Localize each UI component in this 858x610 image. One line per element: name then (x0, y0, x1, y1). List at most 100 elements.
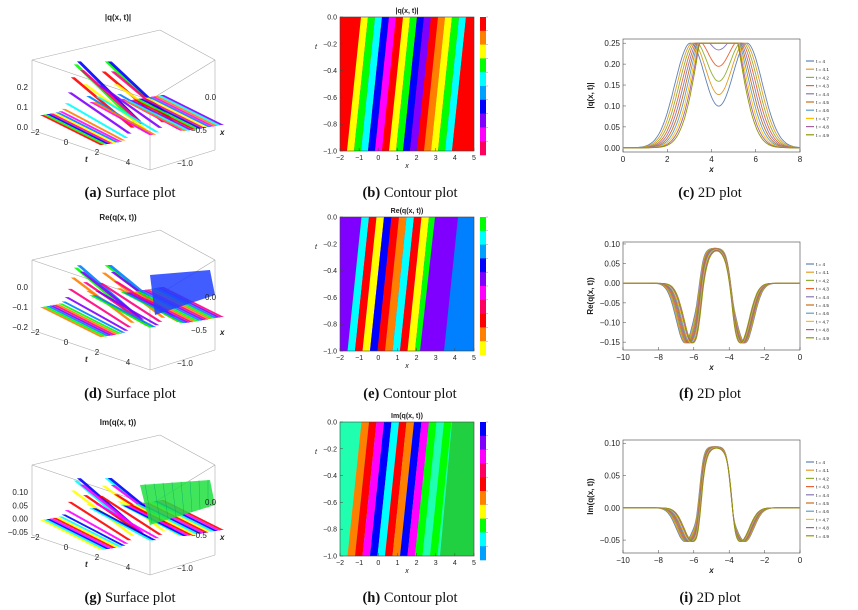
caption-b: (b) Contour plot (280, 185, 540, 202)
series-line-7 (623, 249, 800, 344)
colorbar-segment (480, 463, 486, 478)
contour-band (361, 17, 382, 151)
contour-band (392, 217, 414, 351)
x-tick-label: −6 (689, 353, 699, 362)
contour-y-tick: 0.0 (327, 215, 337, 222)
surface-strip (98, 495, 163, 535)
surface-x-label: x (219, 533, 225, 542)
colorbar-segment (480, 113, 486, 128)
surface-x-tick: 0.0 (205, 498, 217, 507)
line-plot-0: 0.25 0.20 0.15 0.10 0.05 0.000 2 4 6 8 x |q(x, t)| t… (586, 38, 829, 174)
surface-strip (52, 112, 117, 143)
y-tick-label: 0.05 (604, 123, 620, 132)
contour-band (347, 17, 368, 151)
surface-x-tick: −1.0 (177, 564, 193, 573)
surface-strip (58, 303, 123, 334)
x-tick-label: 0 (798, 556, 803, 565)
colorbar-segment (480, 86, 486, 101)
contour-title: |q(x, t)| (396, 8, 419, 15)
series-line-6 (623, 248, 800, 344)
caption-tag: (f) (678, 386, 694, 402)
contour-band (370, 422, 392, 556)
contour-colorbar (480, 16, 488, 156)
surface-strip (55, 517, 120, 548)
contour-band (347, 217, 369, 351)
caption-d: (d) Surface plot (0, 386, 260, 403)
caption-tag: (i) (679, 590, 694, 606)
caption-tag: (d) (84, 386, 102, 402)
surface-mesh-line (162, 482, 169, 519)
colorbar-segment (480, 449, 486, 464)
legend-entry: t = 4.3 (816, 485, 829, 490)
contour-y-tick: −0.6 (323, 95, 337, 102)
caption-c: (c) 2D plot (580, 185, 840, 202)
series-line-2 (623, 446, 800, 542)
series-line-4 (623, 446, 800, 542)
surface-strip (138, 98, 203, 129)
y-tick-label: 0.00 (604, 279, 620, 288)
surface-box-edge (31, 534, 151, 576)
contour-band (403, 17, 424, 151)
contour-x-tick: 4 (453, 355, 457, 362)
legend-entry: t = 4.5 (816, 303, 829, 308)
series-line-4 (623, 248, 800, 344)
surface-strip (98, 282, 163, 322)
contour-band (440, 422, 474, 556)
legend-entry: t = 4.9 (816, 534, 829, 539)
series-line-0 (623, 42, 801, 149)
contour-x-tick: −1 (355, 155, 363, 162)
surface-strip (156, 95, 221, 126)
series-line-3 (623, 248, 800, 344)
contour-x-tick: −2 (336, 560, 344, 567)
contour-y-tick: −0.2 (323, 241, 337, 248)
contour-x-tick: 2 (415, 355, 419, 362)
surface-title: Im(q(x, t)) (100, 418, 137, 427)
surface-z-tick: 0.05 (12, 501, 28, 510)
surface-strip (43, 519, 108, 550)
series-line-0 (623, 446, 800, 542)
surface-t-tick: −2 (30, 533, 40, 542)
legend-entry: t = 4.9 (816, 133, 829, 138)
surface-t-tick: 2 (95, 553, 100, 562)
contour-x-tick: 2 (415, 560, 419, 567)
surface-t-tick: −2 (30, 128, 40, 137)
colorbar-segment (480, 272, 486, 287)
surface-strip (46, 518, 111, 549)
caption-i: (i) 2D plot (580, 590, 840, 607)
contour-plot-0: |q(x, t)| 0.0 −0.2 −0.4 −0.6 −0.8 −1.0−2 −1 0 1 2 3… (315, 8, 488, 170)
colorbar-segment (480, 258, 486, 273)
x-tick-label: −8 (654, 556, 664, 565)
caption-text: 2D plot (693, 386, 742, 402)
surface-strip (64, 510, 129, 544)
colorbar-segment (480, 217, 486, 232)
x-tick-label: 2 (665, 155, 670, 164)
contour-x-tick: −1 (355, 560, 363, 567)
colorbar-segment (480, 141, 486, 156)
surface-strip (43, 114, 108, 145)
surface-strip (150, 96, 215, 127)
contour-band (362, 422, 384, 556)
legend-entry: t = 4.8 (816, 526, 829, 531)
caption-tag: (h) (362, 590, 381, 606)
caption-tag: (c) (678, 185, 695, 201)
contour-y-tick: −1.0 (323, 554, 337, 561)
contour-y-tick: −0.4 (323, 68, 337, 75)
contour-band (396, 17, 417, 151)
colorbar-segment (480, 546, 486, 561)
series-line-9 (623, 42, 800, 149)
surface-plateau (150, 270, 215, 315)
contour-x-tick: 0 (376, 155, 380, 162)
x-tick-label: −10 (616, 556, 630, 565)
surface-strip (55, 112, 120, 143)
colorbar-segment (480, 477, 486, 492)
surface-z-tick: 0.1 (17, 103, 29, 112)
contour-band (424, 17, 445, 151)
surface-box-edge (31, 434, 161, 466)
surface-t-tick: 2 (95, 348, 100, 357)
surface-plot-2: Im(q(x, t)) 0.10 0.05 0.00 −0.05−2 0 2 4 t 0.0 −0.… (8, 418, 225, 576)
series-line-8 (623, 249, 800, 344)
contour-band (347, 422, 369, 556)
surface-title: |q(x, t)| (105, 13, 131, 22)
legend-entry: t = 4.1 (816, 270, 829, 275)
